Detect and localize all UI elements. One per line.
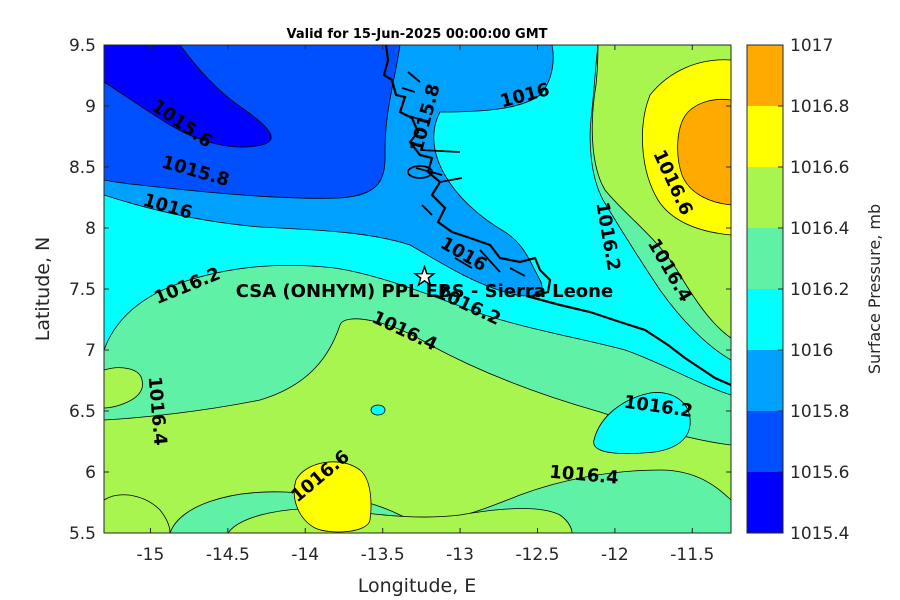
colorbar-tick-label: 1016.2 xyxy=(790,280,849,300)
y-tick-label: 6.5 xyxy=(69,402,96,422)
y-tick-label: 5.5 xyxy=(69,524,96,544)
coastline-inlets xyxy=(401,71,526,277)
colorbar-segment xyxy=(747,411,783,472)
colorbar-segment xyxy=(747,45,783,106)
colorbar-tick-label: 1016.6 xyxy=(790,158,849,178)
colorbar-tick-label: 1015.6 xyxy=(790,463,849,483)
colorbar: 1015.4 1015.6 1015.8 1016 1016.2 1016.4 1016.6… xyxy=(746,36,849,544)
colorbar-tick-label: 1015.8 xyxy=(790,402,849,422)
fill-1016-small-patch xyxy=(370,404,386,416)
coastline xyxy=(382,45,731,387)
colorbar-tick-label: 1015.4 xyxy=(790,524,849,544)
x-axis-label: Longitude, E xyxy=(358,575,477,597)
colorbar-tick-label: 1016.8 xyxy=(790,97,849,117)
fill-1016.4-west xyxy=(104,367,143,409)
y-tick-label: 8 xyxy=(85,219,96,239)
x-tick-label: -12.5 xyxy=(515,545,559,565)
y-tick-label: 7 xyxy=(85,341,96,361)
x-tick-label: -12 xyxy=(601,545,629,565)
x-tick-label: -13 xyxy=(446,545,474,565)
x-tick-label: -15 xyxy=(137,545,165,565)
coastline-island xyxy=(407,165,433,179)
site-label: CSA (ONHYM) PPL EBS - Sierra Leone xyxy=(236,281,613,302)
x-tick-label: -11.5 xyxy=(670,545,714,565)
fill-1016.4-sw-patch xyxy=(104,494,171,533)
y-tick-label: 9 xyxy=(85,97,96,117)
y-axis-ticks: 5.5 6 6.5 7 7.5 8 8.5 9 9.5 xyxy=(69,36,731,544)
x-tick-label: -14.5 xyxy=(206,545,250,565)
site-marker: CSA (ONHYM) PPL EBS - Sierra Leone xyxy=(236,264,613,302)
colorbar-segment xyxy=(747,228,783,289)
colorbar-segment xyxy=(747,106,783,167)
colorbar-tick-label: 1016 xyxy=(790,341,833,361)
chart-title: Valid for 15-Jun-2025 00:00:00 GMT xyxy=(287,27,548,42)
y-tick-label: 8.5 xyxy=(69,158,96,178)
fill-1016.8-east xyxy=(677,98,731,206)
y-tick-label: 6 xyxy=(85,463,96,483)
colorbar-tick-label: 1016.4 xyxy=(790,219,849,239)
x-tick-label: -13.5 xyxy=(361,545,405,565)
x-axis-ticks: -15 -14.5 -14 -13.5 -13 -12.5 -12 -11.5 xyxy=(137,45,714,565)
colorbar-segment xyxy=(747,167,783,228)
site-star-icon xyxy=(412,264,437,287)
x-tick-label: -14 xyxy=(291,545,319,565)
y-tick-label: 7.5 xyxy=(69,280,96,300)
fill-1016-se-patch xyxy=(593,392,691,454)
colorbar-tick-label: 1017 xyxy=(790,36,833,56)
y-axis-label: Latitude, N xyxy=(32,237,54,342)
colorbar-segment xyxy=(747,350,783,411)
colorbar-segment xyxy=(747,289,783,350)
colorbar-label: Surface Pressure, mb xyxy=(865,204,884,374)
fill-1016.6-south xyxy=(293,461,372,533)
y-tick-label: 9.5 xyxy=(69,36,96,56)
colorbar-segment xyxy=(747,472,783,533)
fill-1015.4 xyxy=(104,45,272,148)
